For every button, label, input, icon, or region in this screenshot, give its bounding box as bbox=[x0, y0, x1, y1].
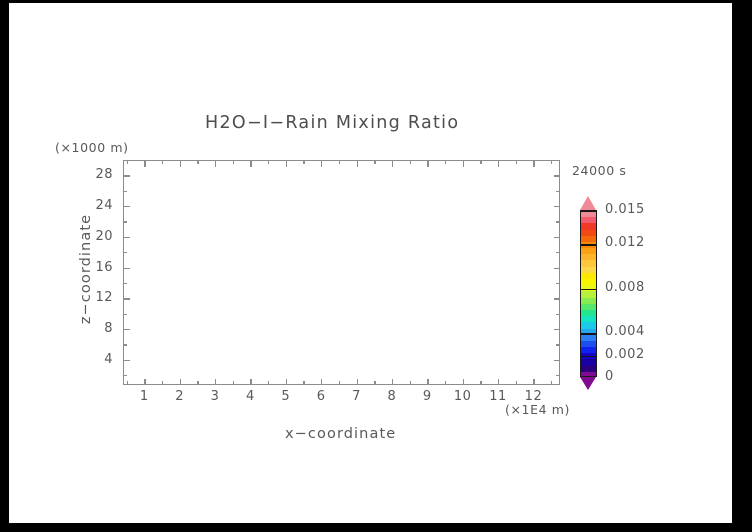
colorbar-level-divider bbox=[581, 333, 596, 335]
colorbar-band bbox=[581, 347, 596, 354]
y-tick-label: 20 bbox=[95, 228, 113, 244]
colorbar-band bbox=[581, 229, 596, 237]
x-tick-label: 8 bbox=[387, 389, 397, 404]
colorbar-band bbox=[581, 322, 596, 330]
x-tick-label: 10 bbox=[453, 389, 472, 404]
colorbar-band bbox=[581, 254, 596, 262]
x-tick-label: 4 bbox=[245, 389, 255, 404]
x-tick-label: 3 bbox=[210, 389, 220, 404]
x-tick-label: 7 bbox=[352, 389, 361, 404]
colorbar-band bbox=[581, 316, 596, 323]
y-tick-label: 24 bbox=[95, 198, 113, 214]
x-tick-label: 5 bbox=[281, 389, 291, 404]
colorbar-band bbox=[581, 223, 596, 231]
x-tick-label: 12 bbox=[524, 389, 543, 404]
colorbar-band bbox=[581, 297, 596, 305]
colorbar-band bbox=[581, 309, 596, 317]
plot-area bbox=[123, 160, 560, 385]
x-axis-title: x−coordinate bbox=[285, 426, 397, 442]
colorbar-band bbox=[581, 285, 596, 292]
colorbar-tick-label: 0.002 bbox=[605, 346, 645, 362]
colorbar-band bbox=[581, 328, 596, 336]
colorbar-level-divider bbox=[581, 244, 596, 246]
colorbar-tick-label: 0.012 bbox=[605, 235, 645, 251]
colorbar-tick-label: 0.008 bbox=[605, 279, 645, 295]
colorbar-max-arrow-icon bbox=[580, 196, 596, 210]
x-axis-unit-label: (×1E4 m) bbox=[505, 402, 570, 417]
colorbar-band bbox=[581, 248, 596, 255]
colorbar-tick-label: 0.015 bbox=[605, 202, 645, 217]
colorbar-band bbox=[581, 260, 596, 268]
colorbar-band bbox=[581, 266, 596, 274]
y-tick-label: 12 bbox=[95, 290, 113, 306]
colorbar-band bbox=[581, 272, 596, 280]
colorbar-level-divider bbox=[581, 355, 596, 357]
colorbar-gradient bbox=[580, 210, 597, 377]
colorbar-band bbox=[581, 334, 596, 342]
colorbar-min-arrow-icon bbox=[580, 377, 596, 390]
colorbar-band bbox=[581, 211, 596, 218]
x-tick-label: 9 bbox=[422, 389, 432, 404]
y-axis-unit-label: (×1000 m) bbox=[55, 140, 129, 155]
y-tick-label: 28 bbox=[95, 167, 113, 183]
x-tick-label: 1 bbox=[139, 389, 149, 404]
y-tick-label: 8 bbox=[104, 320, 113, 336]
colorbar-band bbox=[581, 217, 596, 224]
plot-canvas: H2O−I−Rain Mixing Ratio (×1000 m) (×1E4 … bbox=[9, 3, 732, 523]
colorbar-band bbox=[581, 303, 596, 311]
x-tick-label: 6 bbox=[316, 389, 326, 404]
x-tick-label: 11 bbox=[489, 389, 507, 404]
colorbar-band bbox=[581, 340, 596, 348]
x-tick-label: 2 bbox=[175, 389, 184, 404]
colorbar-band bbox=[581, 291, 596, 299]
y-tick-label: 4 bbox=[104, 351, 113, 367]
colorbar-band bbox=[581, 359, 596, 367]
colorbar-tick-label: 0 bbox=[605, 369, 614, 384]
y-tick-label: 16 bbox=[95, 259, 113, 275]
colorbar-level-divider bbox=[581, 288, 596, 291]
colorbar-band bbox=[581, 371, 596, 376]
colorbar-level-divider bbox=[581, 211, 596, 213]
timestamp-label: 24000 s bbox=[572, 163, 627, 178]
page-title: H2O−I−Rain Mixing Ratio bbox=[205, 113, 460, 133]
colorbar-band bbox=[581, 365, 596, 373]
colorbar-band bbox=[581, 235, 596, 243]
colorbar-tick-label: 0.004 bbox=[605, 324, 645, 340]
colorbar-band bbox=[581, 279, 596, 286]
colorbar: 0.015 0.012 0.008 0.004 0.002 0 bbox=[575, 195, 705, 391]
